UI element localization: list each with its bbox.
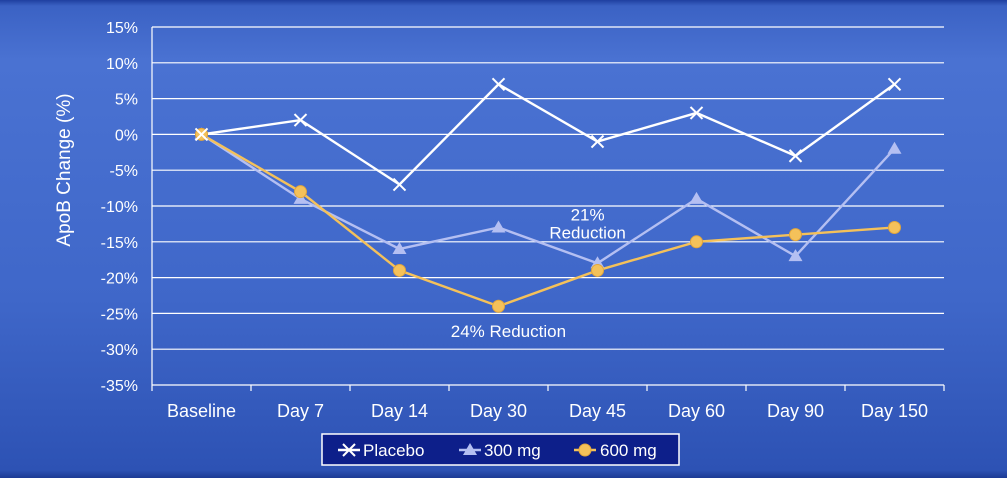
annotations: 21%Reduction 24% Reduction	[451, 205, 626, 341]
annotation-text: 21%	[571, 205, 605, 224]
marker-stroke	[342, 443, 356, 457]
marker-stroke	[590, 134, 605, 149]
annotation-text: Reduction	[549, 223, 626, 242]
y-axis-ticks: 15% 10% 5% 0% -5% -10% -15% -20% -25% -30% -35%	[101, 20, 138, 395]
data-point-placebo	[392, 177, 407, 192]
data-point-placebo	[788, 149, 803, 163]
x-tick-label: Day 14	[371, 401, 428, 421]
data-point-300-mg	[887, 141, 902, 154]
y-tick-label: 15%	[106, 20, 138, 37]
data-point-600-mg	[492, 299, 505, 313]
legend-label-placebo: Placebo	[363, 441, 424, 460]
y-tick-label: -15%	[101, 235, 138, 252]
x-tick-label: Day 30	[470, 401, 527, 421]
data-point-300-mg	[788, 249, 803, 262]
x-tick-label: Day 90	[767, 401, 824, 421]
series-line-placebo	[201, 82, 896, 187]
marker-stroke	[293, 113, 308, 127]
data-point-placebo	[194, 127, 209, 142]
legend: Placebo 300 mg 600 mg	[321, 433, 680, 466]
x-tick-label: Day 150	[861, 401, 928, 421]
data-point-300-mg	[689, 191, 704, 204]
x-tick-label: Day 45	[569, 401, 626, 421]
y-tick-label: -20%	[101, 271, 138, 288]
legend-box	[321, 433, 680, 466]
data-point-placebo	[590, 134, 605, 149]
annotation-text: 24% Reduction	[451, 322, 566, 341]
marker-stroke	[491, 77, 506, 91]
data-point-600-mg	[591, 263, 604, 277]
data-point-600-mg	[789, 228, 802, 242]
data-point-300-mg	[392, 241, 407, 254]
marker-stroke	[194, 127, 209, 142]
data-point-600-mg	[393, 263, 406, 277]
y-tick-label: -10%	[101, 199, 138, 216]
data-point-600-mg	[888, 220, 901, 234]
legend-marker-600-mg	[578, 443, 592, 457]
gridlines	[151, 26, 944, 386]
legend-marker-300-mg	[463, 443, 477, 455]
data-point-placebo	[293, 113, 308, 127]
y-tick-label: 5%	[115, 92, 138, 109]
marker-stroke	[788, 149, 803, 163]
y-axis-label: ApoB Change (%)	[54, 93, 75, 246]
y-tick-label: 10%	[106, 56, 138, 73]
x-axis: Baseline Day 7 Day 14 Day 30 Day 45 Day 60 Day…	[151, 385, 945, 421]
x-tick-label: Day 7	[277, 401, 324, 421]
data-point-600-mg	[294, 185, 307, 199]
marker-stroke	[887, 77, 902, 91]
data-point-300-mg	[491, 220, 506, 233]
legend-label-300-mg: 300 mg	[484, 441, 541, 460]
data-point-placebo	[887, 77, 902, 91]
y-tick-label: -35%	[101, 378, 138, 395]
series-line-300-mg	[200, 133, 896, 265]
data-point-placebo	[689, 106, 704, 120]
y-tick-label: -5%	[110, 163, 138, 180]
series-layer	[194, 77, 902, 313]
legend-marker-placebo	[342, 443, 356, 457]
y-tick-label: 0%	[115, 127, 138, 144]
y-tick-label: -30%	[101, 342, 138, 359]
legend-label-600-mg: 600 mg	[600, 441, 657, 460]
data-point-600-mg	[690, 235, 703, 249]
marker-stroke	[392, 177, 407, 192]
x-tick-label: Baseline	[167, 401, 236, 421]
y-tick-label: -25%	[101, 306, 138, 323]
marker-stroke	[689, 106, 704, 120]
x-tick-label: Day 60	[668, 401, 725, 421]
data-point-placebo	[491, 77, 506, 91]
series-line-600-mg	[200, 133, 895, 308]
